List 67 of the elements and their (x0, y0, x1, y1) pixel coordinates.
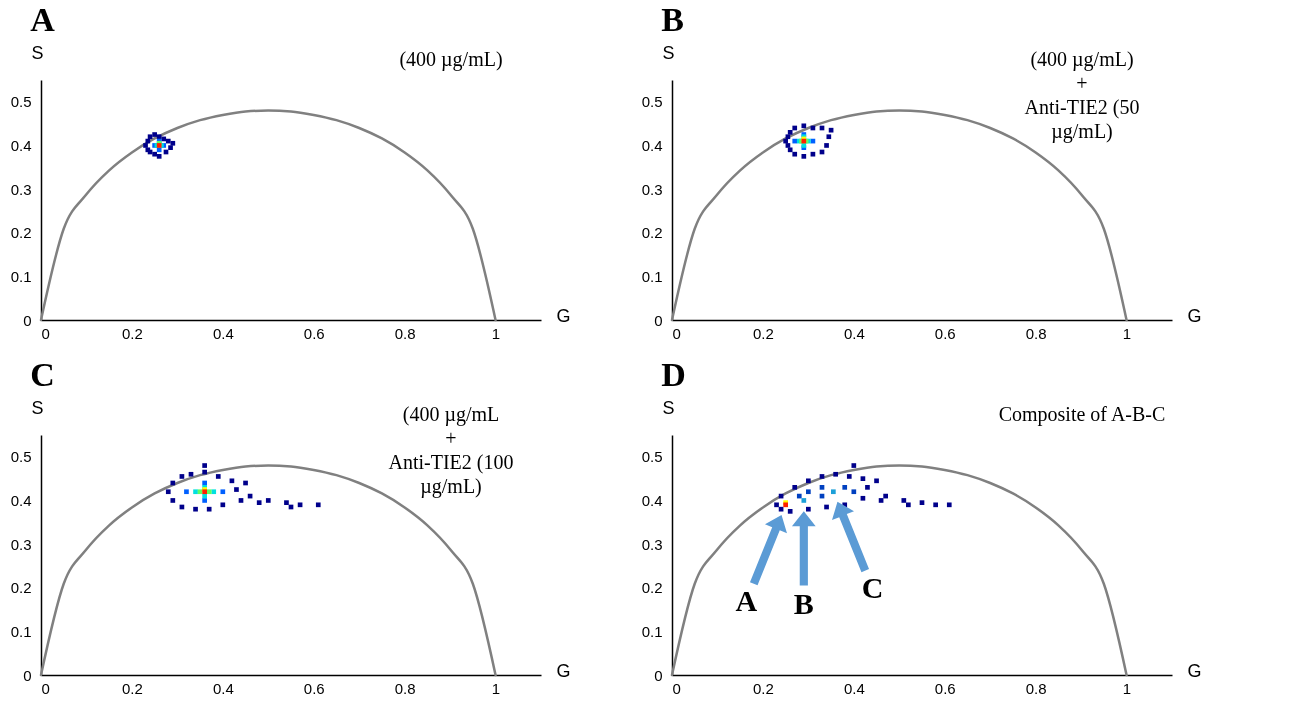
x-tick-label: 0.2 (121, 324, 143, 342)
y-tick-label: 0.3 (10, 180, 32, 198)
y-tick-label: 0.5 (10, 93, 32, 111)
x-tick-label: 0.8 (1025, 679, 1047, 697)
y-tick-label: 0.1 (10, 267, 32, 285)
chart-title: B (661, 1, 684, 38)
y-tick-label: 0.2 (10, 579, 32, 597)
y-axis-title: S (31, 397, 44, 418)
y-axis-title: S (662, 42, 675, 63)
y-tick-label: 0.2 (641, 579, 663, 597)
x-tick-label: 1 (491, 679, 501, 697)
x-tick-label: 0.8 (394, 679, 416, 697)
y-axis-title: S (31, 42, 44, 63)
x-tick-label: 0.4 (212, 324, 234, 342)
y-tick-label: 0 (654, 666, 663, 684)
annotation: B (793, 587, 814, 621)
x-axis-title: G (1187, 660, 1202, 681)
y-tick-label: 0.2 (10, 224, 32, 242)
x-tick-label: 0 (672, 324, 681, 342)
chart-title: D (661, 356, 686, 393)
x-tick-label: 0.4 (843, 324, 865, 342)
y-tick-label: 0 (23, 666, 32, 684)
x-tick-label: 1 (1122, 324, 1132, 342)
annotation: (400 µg/mL) + Anti-TIE2 (50 µg/mL) (1024, 48, 1140, 143)
x-tick-label: 0.6 (934, 324, 956, 342)
y-tick-label: 0.5 (10, 448, 32, 466)
x-tick-label: 0.6 (303, 324, 325, 342)
x-tick-label: 0.2 (752, 324, 774, 342)
x-tick-label: 1 (491, 324, 501, 342)
y-tick-label: 0.4 (641, 136, 663, 154)
annotation: A (735, 584, 758, 618)
y-tick-label: 0.1 (10, 622, 32, 640)
x-axis-title: G (1187, 305, 1202, 326)
x-tick-label: 0.2 (121, 679, 143, 697)
x-tick-label: 1 (1122, 679, 1132, 697)
y-tick-label: 0.1 (641, 267, 663, 285)
text: Composite of A-B-C (998, 403, 1166, 426)
annotation: C (861, 571, 884, 605)
y-tick-label: 0.3 (10, 535, 32, 553)
chart-title: A (30, 1, 56, 38)
x-tick-label: 0 (41, 324, 50, 342)
y-axis-title: S (662, 397, 675, 418)
y-tick-label: 0.4 (10, 491, 32, 509)
x-axis-title: G (556, 660, 571, 681)
y-tick-label: 0.3 (641, 180, 663, 198)
y-tick-label: 0.2 (641, 224, 663, 242)
y-tick-label: 0 (23, 311, 32, 329)
y-tick-label: 0.5 (641, 448, 663, 466)
x-axis-title: G (556, 305, 571, 326)
x-tick-label: 0 (41, 679, 50, 697)
text: (400 µg/mL) (399, 48, 503, 71)
y-tick-label: 0.4 (641, 491, 663, 509)
chart-title: C (30, 356, 55, 393)
x-tick-label: 0.8 (1025, 324, 1047, 342)
x-tick-label: 0 (672, 679, 681, 697)
y-tick-label: 0 (654, 311, 663, 329)
y-tick-label: 0.5 (641, 93, 663, 111)
x-tick-label: 0.8 (394, 324, 416, 342)
x-tick-label: 0.2 (752, 679, 774, 697)
x-tick-label: 0.6 (303, 679, 325, 697)
x-tick-label: 0.4 (212, 679, 234, 697)
y-tick-label: 0.1 (641, 622, 663, 640)
annotation: (400 µg/mL + Anti-TIE2 (100 µg/mL) (388, 403, 514, 498)
x-tick-label: 0.6 (934, 679, 956, 697)
x-tick-label: 0.4 (843, 679, 865, 697)
y-tick-label: 0.3 (641, 535, 663, 553)
y-tick-label: 0.4 (10, 136, 32, 154)
